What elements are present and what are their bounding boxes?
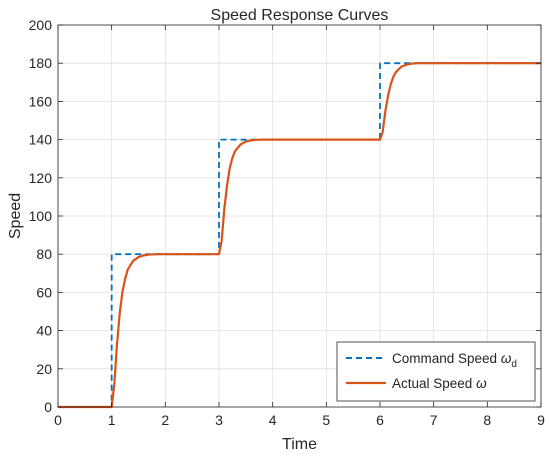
series-line-command-speed	[58, 62, 541, 408]
x-tick-label: 9	[537, 412, 545, 428]
y-tick-label: 140	[29, 132, 53, 148]
x-axis-title: Time	[282, 436, 317, 453]
legend-label-command-speed-symbol: ω	[501, 351, 512, 366]
legend-label-actual-speed-name: Actual Speed	[392, 376, 476, 391]
x-tick-label: 4	[269, 412, 277, 428]
y-tick-label: 200	[29, 17, 53, 33]
x-tick-label: 0	[54, 412, 62, 428]
y-tick-label: 20	[36, 361, 52, 377]
series-line-actual-speed	[58, 62, 541, 409]
y-tick-label: 60	[36, 284, 52, 300]
y-tick-label: 40	[36, 323, 52, 339]
legend-label-command-speed-name: Command Speed	[392, 351, 501, 366]
chart-title: Speed Response Curves	[211, 7, 389, 24]
legend-label-actual-speed: Actual Speed ω	[392, 376, 487, 391]
x-tick-label: 6	[376, 412, 384, 428]
x-tick-label: 7	[430, 412, 438, 428]
x-tick-label: 5	[322, 412, 330, 428]
series-layer	[58, 62, 541, 409]
x-tick-label: 3	[215, 412, 223, 428]
x-tick-label: 1	[108, 412, 116, 428]
x-tick-label: 2	[161, 412, 169, 428]
legend-label-command-speed-subscript: d	[511, 359, 517, 370]
legend: Command Speed ωd Actual Speed ω	[336, 341, 536, 402]
y-tick-label: 120	[29, 170, 53, 186]
legend-label-command-speed: Command Speed ωd	[392, 351, 517, 370]
y-tick-label: 0	[44, 399, 52, 415]
y-tick-label: 100	[29, 208, 53, 224]
y-tick-label: 180	[29, 55, 53, 71]
legend-label-actual-speed-symbol: ω	[476, 376, 487, 391]
legend-box	[336, 341, 536, 402]
x-tick-label: 8	[483, 412, 491, 428]
y-axis-title: Speed	[7, 193, 24, 239]
axis-ticks: 0 1 2 3 4 5 6 7 8 9 0 20 40 60 80 100 120 140 160 180 200	[29, 17, 545, 428]
y-tick-label: 80	[36, 246, 52, 262]
y-tick-label: 160	[29, 93, 53, 109]
